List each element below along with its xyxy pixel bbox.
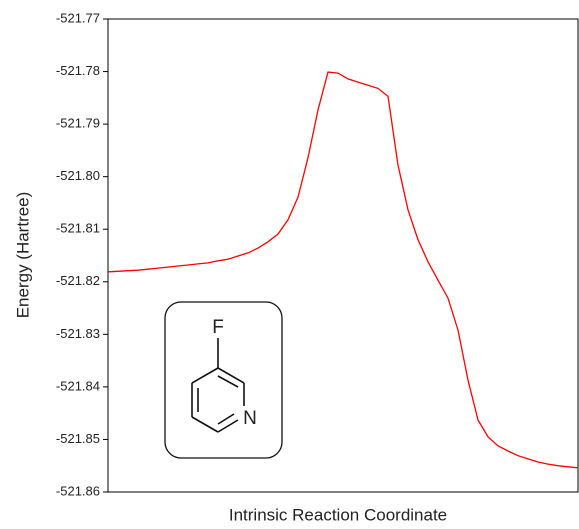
y-tick-label: -521.83 xyxy=(56,326,100,341)
bond xyxy=(217,367,245,384)
x-axis-label: Intrinsic Reaction Coordinate xyxy=(229,505,447,524)
bond xyxy=(191,367,219,384)
y-tick-label: -521.84 xyxy=(56,378,100,393)
y-tick-label: -521.86 xyxy=(56,483,100,498)
y-tick-label: -521.78 xyxy=(56,63,100,78)
atom-label: N xyxy=(243,408,257,429)
bond xyxy=(217,413,235,425)
y-tick-label: -521.81 xyxy=(56,221,100,236)
bond xyxy=(217,375,239,388)
bond xyxy=(217,419,239,433)
y-tick-label: -521.85 xyxy=(56,431,100,446)
y-tick-label: -521.80 xyxy=(56,168,100,183)
y-tick-label: -521.77 xyxy=(56,10,100,25)
plot-frame xyxy=(107,18,579,493)
y-axis-label: Energy (Hartree) xyxy=(13,192,32,319)
y-tick-label: -521.79 xyxy=(56,116,100,131)
bond xyxy=(191,416,219,433)
atom-label: F xyxy=(212,317,224,338)
energy-line xyxy=(107,71,579,469)
molecule-inset: F N xyxy=(164,301,283,459)
y-tick-label: -521.82 xyxy=(56,273,100,288)
